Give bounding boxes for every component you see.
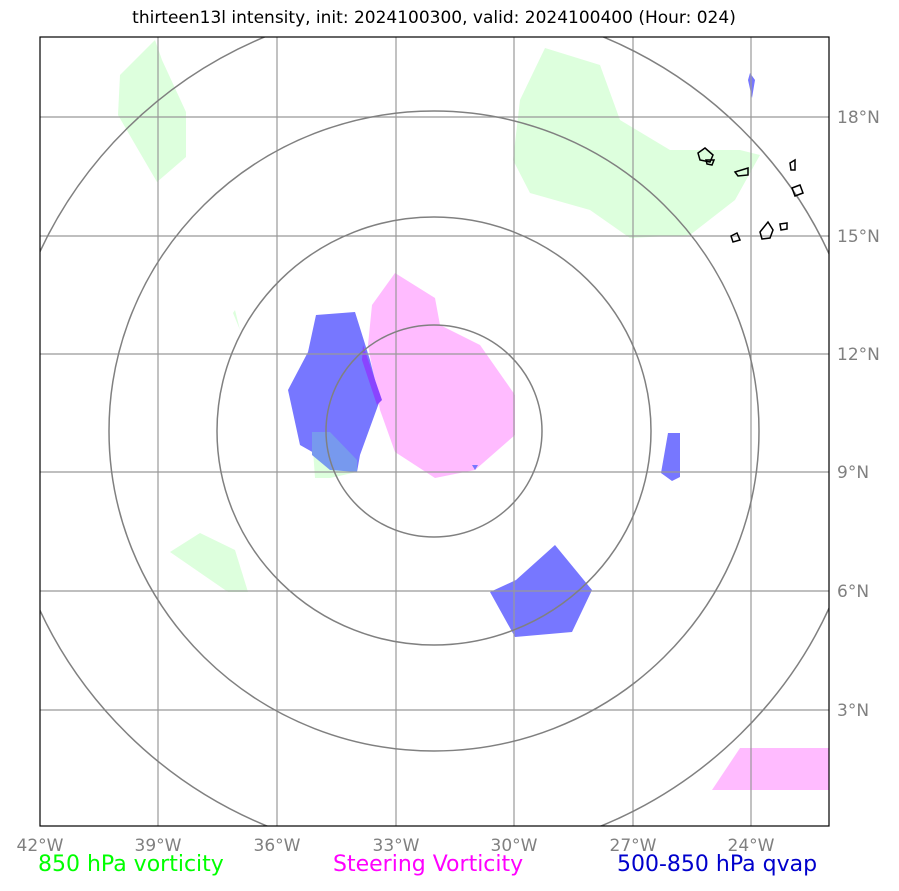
legend-steering-vorticity: Steering Vorticity <box>333 852 524 877</box>
lon-label: 39°W <box>135 836 182 856</box>
axis-labels: 42°W 39°W 36°W 33°W 30°W 27°W 24°W 18°N … <box>17 108 880 856</box>
lon-label: 36°W <box>254 836 301 856</box>
lon-label: 30°W <box>491 836 538 856</box>
distance-rings <box>40 37 829 826</box>
legend-vorticity-850: 850 hPa vorticity <box>38 852 224 877</box>
lat-label: 12°N <box>837 345 880 365</box>
lat-label: 3°N <box>837 701 869 721</box>
lon-label: 27°W <box>610 836 657 856</box>
lat-label: 15°N <box>837 227 880 247</box>
lon-label: 33°W <box>373 836 420 856</box>
legend-qvap: 500-850 hPa qvap <box>617 852 818 877</box>
lat-label: 9°N <box>837 463 869 483</box>
vorticity-850-areas <box>118 40 760 592</box>
lon-label: 24°W <box>728 836 775 856</box>
lon-label: 42°W <box>17 836 64 856</box>
island-outlines <box>697 147 804 243</box>
lat-label: 6°N <box>837 582 869 602</box>
map-title: thirteen13l intensity, init: 2024100300,… <box>132 8 736 28</box>
lat-lon-grid <box>40 37 829 826</box>
lat-label: 18°N <box>837 108 880 128</box>
steering-vorticity-areas <box>368 273 829 790</box>
map-frame <box>39 36 830 827</box>
